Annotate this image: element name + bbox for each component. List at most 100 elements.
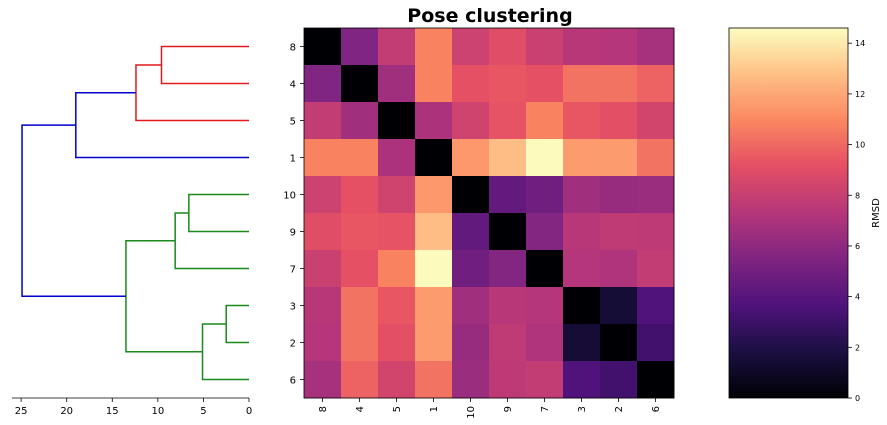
heatmap-cell [304, 250, 342, 288]
heatmap-cell [489, 250, 527, 288]
heatmap-cell [341, 287, 379, 325]
heatmap-cell [526, 139, 564, 177]
heatmap-cell [600, 361, 638, 399]
heatmap-frame [303, 27, 675, 399]
heatmap-cell [489, 213, 527, 251]
heatmap-cell [489, 139, 527, 177]
heatmap-cell [378, 176, 416, 214]
heatmap-cell [415, 287, 453, 325]
heatmap-cell [378, 102, 416, 140]
colorbar-tick-label: 12 [855, 90, 865, 99]
heatmap-cell [637, 250, 675, 288]
dendrogram-link [125, 240, 203, 353]
heatmap-cell [489, 324, 527, 362]
heatmap-cell [378, 324, 416, 362]
heatmap-cell [341, 139, 379, 177]
heatmap-cell [378, 28, 416, 66]
dendro-tick-label: 10 [151, 406, 164, 417]
heatmap-cell [415, 361, 453, 399]
dendrogram: 25 20 15 10 5 0 [12, 45, 252, 417]
dendrogram-link [188, 193, 249, 233]
dendro-tick-label: 0 [246, 406, 252, 417]
colorbar-gradient [728, 27, 849, 399]
heatmap-cell [378, 361, 416, 399]
heatmap-cell [341, 65, 379, 103]
heatmap-cell [341, 176, 379, 214]
heatmap-cell [563, 361, 601, 399]
colorbar-tick-label: 2 [855, 343, 860, 352]
heatmap-cell [304, 139, 342, 177]
x-tick-label: 1 [429, 406, 440, 412]
heatmap-cell [600, 102, 638, 140]
y-tick-label: 9 [290, 228, 296, 239]
heatmap-cell [452, 287, 490, 325]
heatmap-cell [526, 361, 564, 399]
heatmap-cell [304, 102, 342, 140]
y-tick-label: 2 [290, 339, 296, 350]
heatmap-cell [600, 250, 638, 288]
heatmap-cell [304, 287, 342, 325]
heatmap-cell [341, 361, 379, 399]
heatmap-cell [526, 324, 564, 362]
x-tick-label: 2 [614, 406, 625, 412]
heatmap-cell [526, 287, 564, 325]
x-tick-label: 6 [651, 406, 662, 412]
dendrogram-link [21, 124, 126, 297]
heatmap-cell [452, 176, 490, 214]
dendrogram-link [135, 64, 249, 122]
x-tick-label: 9 [503, 406, 514, 412]
heatmap-cell [526, 250, 564, 288]
heatmap-cell [304, 361, 342, 399]
dendro-tick-label: 5 [200, 406, 206, 417]
heatmap-cell [526, 213, 564, 251]
heatmap-cell [526, 28, 564, 66]
heatmap-cell [600, 287, 638, 325]
heatmap-cell [304, 176, 342, 214]
heatmap-cell [415, 324, 453, 362]
heatmap-cell [563, 176, 601, 214]
heatmap-cell [600, 213, 638, 251]
heatmap-cell [489, 287, 527, 325]
heatmap-cell [526, 65, 564, 103]
heatmap-cell [341, 250, 379, 288]
heatmap-cell [637, 324, 675, 362]
heatmap-cell [452, 139, 490, 177]
heatmap-cell [415, 139, 453, 177]
heatmap-cell [637, 176, 675, 214]
heatmap-title: Pose clustering [407, 5, 572, 27]
heatmap-cell [563, 139, 601, 177]
heatmap-cell [637, 139, 675, 177]
heatmap-cell [304, 28, 342, 66]
heatmap-cell [489, 65, 527, 103]
dendro-tick-label: 20 [60, 406, 73, 417]
heatmap-cell [600, 139, 638, 177]
dendrogram-link [225, 304, 249, 344]
y-tick-label: 7 [290, 265, 296, 276]
heatmap-cell [600, 176, 638, 214]
y-tick-label: 1 [290, 154, 296, 165]
heatmap-cell [378, 139, 416, 177]
heatmap-cell [637, 361, 675, 399]
x-tick-label: 4 [355, 406, 366, 412]
y-tick-label: 5 [290, 117, 296, 128]
dendro-tick-label: 25 [15, 406, 28, 417]
heatmap-cell [452, 361, 490, 399]
colorbar-tick-label: 14 [855, 39, 865, 48]
heatmap-cell [415, 28, 453, 66]
heatmap-cell [415, 213, 453, 251]
heatmap-cell [452, 213, 490, 251]
heatmap-cell [563, 28, 601, 66]
dendro-tick-label: 15 [106, 406, 119, 417]
heatmap: 8 4 5 1 10 9 7 3 2 6 8 4 5 1 10 9 7 3 2 6 [283, 27, 675, 419]
x-tick-label: 10 [466, 406, 477, 419]
heatmap-cell [600, 28, 638, 66]
heatmap-cell [563, 213, 601, 251]
heatmap-cell [415, 250, 453, 288]
heatmap-cell [304, 213, 342, 251]
heatmap-cell [489, 102, 527, 140]
colorbar-label: RMSD [871, 198, 882, 228]
heatmap-cell [600, 65, 638, 103]
heatmap-cell [637, 65, 675, 103]
heatmap-cell [304, 324, 342, 362]
